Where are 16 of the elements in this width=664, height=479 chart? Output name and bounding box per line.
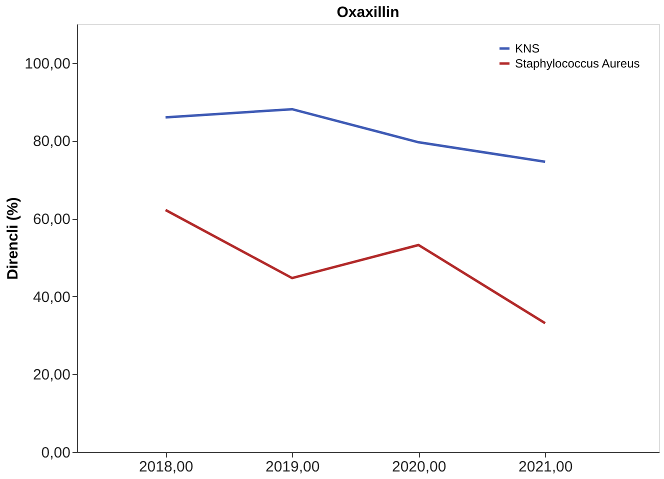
legend-label: KNS	[515, 42, 540, 56]
y-tick-label: 60,00	[32, 211, 70, 228]
y-tick-label: 40,00	[32, 288, 70, 306]
y-tick-label: 80,00	[32, 133, 70, 150]
x-tick-label: 2020,00	[392, 458, 446, 476]
chart-title: Oxaxillin	[336, 4, 400, 21]
y-tick-label: 0,00	[41, 444, 70, 462]
y-tick-label: 20,00	[32, 366, 70, 384]
x-tick-label: 2021,00	[518, 458, 573, 476]
x-tick-label: 2019,00	[265, 458, 320, 476]
legend-label: Staphylococcus Aureus	[515, 56, 640, 70]
line-series	[164, 208, 546, 324]
x-tick-label: 2018,00	[138, 458, 194, 476]
y-tick-label: 100,00	[24, 55, 70, 72]
line-series	[164, 108, 546, 163]
y-axis-title: Direncli (%)	[4, 197, 22, 280]
